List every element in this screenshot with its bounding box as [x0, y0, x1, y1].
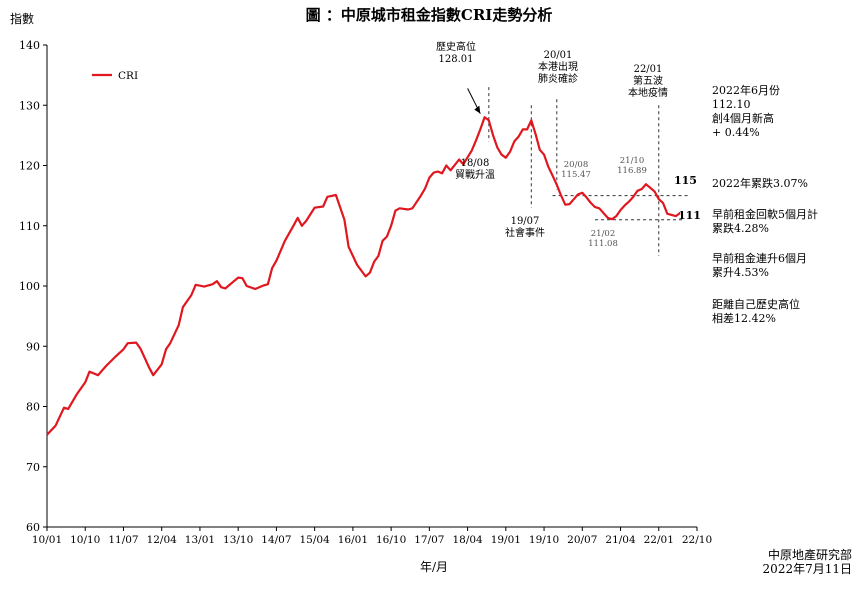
x-tick-label: 11/07: [108, 534, 138, 546]
x-tick-label: 21/04: [605, 534, 636, 546]
note-drop-line1: 早前租金回軟5個月計: [712, 208, 818, 221]
annotation-historic-high-line2: 128.01: [438, 54, 474, 65]
note-ytd: 2022年累跌3.07%: [712, 177, 808, 190]
note-latest-change: + 0.44%: [712, 126, 760, 139]
level-label-115: 115: [674, 174, 697, 187]
annotation-social-event: 19/07 社會事件: [494, 216, 556, 240]
x-tick-label: 19/01: [491, 534, 521, 546]
chart-title: 圖 ：中原城市租金指數CRI走勢分析: [305, 6, 553, 24]
note-gap-line2: 相差12.42%: [712, 312, 776, 325]
x-tick-label: 10/01: [32, 534, 62, 546]
x-tick-label: 15/04: [300, 534, 331, 546]
y-tick-label: 100: [19, 280, 40, 293]
note-gap-line1: 距離自己歷史高位: [712, 298, 800, 311]
annotation-social-event-line1: 19/07: [510, 216, 540, 227]
y-tick-label: 120: [19, 160, 40, 173]
cri-series-line: [46, 116, 681, 436]
note-drop: 早前租金回軟5個月計 累跌4.28%: [712, 208, 818, 236]
annotation-trade-war-line2: 貿戰升溫: [455, 170, 495, 181]
source-org: 中原地產研究部: [767, 548, 852, 562]
level-label-111: 111: [678, 209, 701, 222]
annotation-2102-value: 21/02 111.08: [581, 229, 625, 249]
note-latest-month: 2022年6月份: [712, 84, 780, 97]
annotation-fifth-wave: 22/01 第五波 本地疫情: [616, 64, 680, 100]
x-tick-label: 14/07: [261, 534, 291, 546]
annotation-2110-value-line2: 116.89: [617, 166, 647, 176]
annotation-historic-high: 歷史高位 128.01: [424, 42, 488, 66]
note-latest-high: 創4個月新高: [712, 112, 774, 125]
annotation-2008-value-line2: 115.47: [561, 170, 591, 180]
source-credit: 中原地產研究部 2022年7月11日: [763, 548, 852, 576]
x-axis-label: 年/月: [420, 560, 449, 574]
annotation-social-event-line2: 社會事件: [505, 228, 545, 239]
note-gap: 距離自己歷史高位 相差12.42%: [712, 298, 800, 326]
x-tick-label: 16/10: [376, 534, 406, 546]
annotation-covid-first-case-line1: 20/01: [543, 50, 573, 61]
y-tick-label: 90: [26, 340, 40, 353]
legend-label-cri: CRI: [118, 70, 138, 82]
annotation-2110-value: 21/10 116.89: [610, 156, 654, 176]
y-tick-label: 110: [19, 220, 40, 233]
x-tick-label: 13/10: [223, 534, 253, 546]
x-tick-label: 16/01: [338, 534, 368, 546]
x-tick-label: 10/10: [70, 534, 100, 546]
annotation-trade-war-line1: 18/08: [460, 158, 490, 169]
x-tick-label: 17/07: [414, 534, 444, 546]
note-rise: 早前租金連升6個月 累升4.53%: [712, 252, 807, 280]
annotation-covid-first-case: 20/01 本港出現 肺炎確診: [526, 50, 590, 86]
y-axis-label: 指數: [10, 12, 35, 26]
note-drop-line2: 累跌4.28%: [712, 222, 769, 235]
annotation-2110-value-line1: 21/10: [619, 156, 645, 166]
annotation-2102-value-line2: 111.08: [588, 239, 618, 249]
source-date: 2022年7月11日: [762, 562, 852, 576]
y-tick-label: 80: [26, 401, 40, 414]
x-tick-label: 12/04: [147, 534, 178, 546]
note-rise-line2: 累升4.53%: [712, 266, 769, 279]
x-tick-label: 18/04: [452, 534, 483, 546]
y-tick-label: 130: [19, 99, 40, 112]
annotation-covid-first-case-line2: 本港出現: [538, 62, 578, 73]
y-tick-label: 140: [19, 39, 40, 52]
annotation-fifth-wave-line1: 22/01: [633, 64, 663, 75]
x-tick-label: 22/10: [682, 534, 712, 546]
x-tick-label: 19/10: [529, 534, 559, 546]
note-latest-value: 112.10: [712, 98, 751, 111]
annotation-arrowhead: [474, 105, 481, 114]
annotation-fifth-wave-line3: 本地疫情: [628, 88, 668, 99]
annotation-fifth-wave-line2: 第五波: [633, 76, 663, 87]
x-tick-label: 13/01: [185, 534, 215, 546]
note-latest: 2022年6月份 112.10 創4個月新高 + 0.44%: [712, 84, 780, 140]
x-tick-label: 22/01: [644, 534, 674, 546]
annotation-2102-value-line1: 21/02: [590, 229, 616, 239]
annotation-2008-value: 20/08 115.47: [554, 160, 598, 180]
x-tick-label: 20/07: [567, 534, 597, 546]
annotation-2008-value-line1: 20/08: [563, 160, 589, 170]
y-tick-label: 60: [26, 521, 40, 534]
annotation-historic-high-line1: 歷史高位: [436, 42, 476, 53]
annotation-covid-first-case-line3: 肺炎確診: [538, 74, 578, 85]
note-rise-line1: 早前租金連升6個月: [712, 252, 807, 265]
y-tick-label: 70: [26, 461, 40, 474]
annotation-trade-war: 18/08 貿戰升溫: [444, 158, 506, 182]
